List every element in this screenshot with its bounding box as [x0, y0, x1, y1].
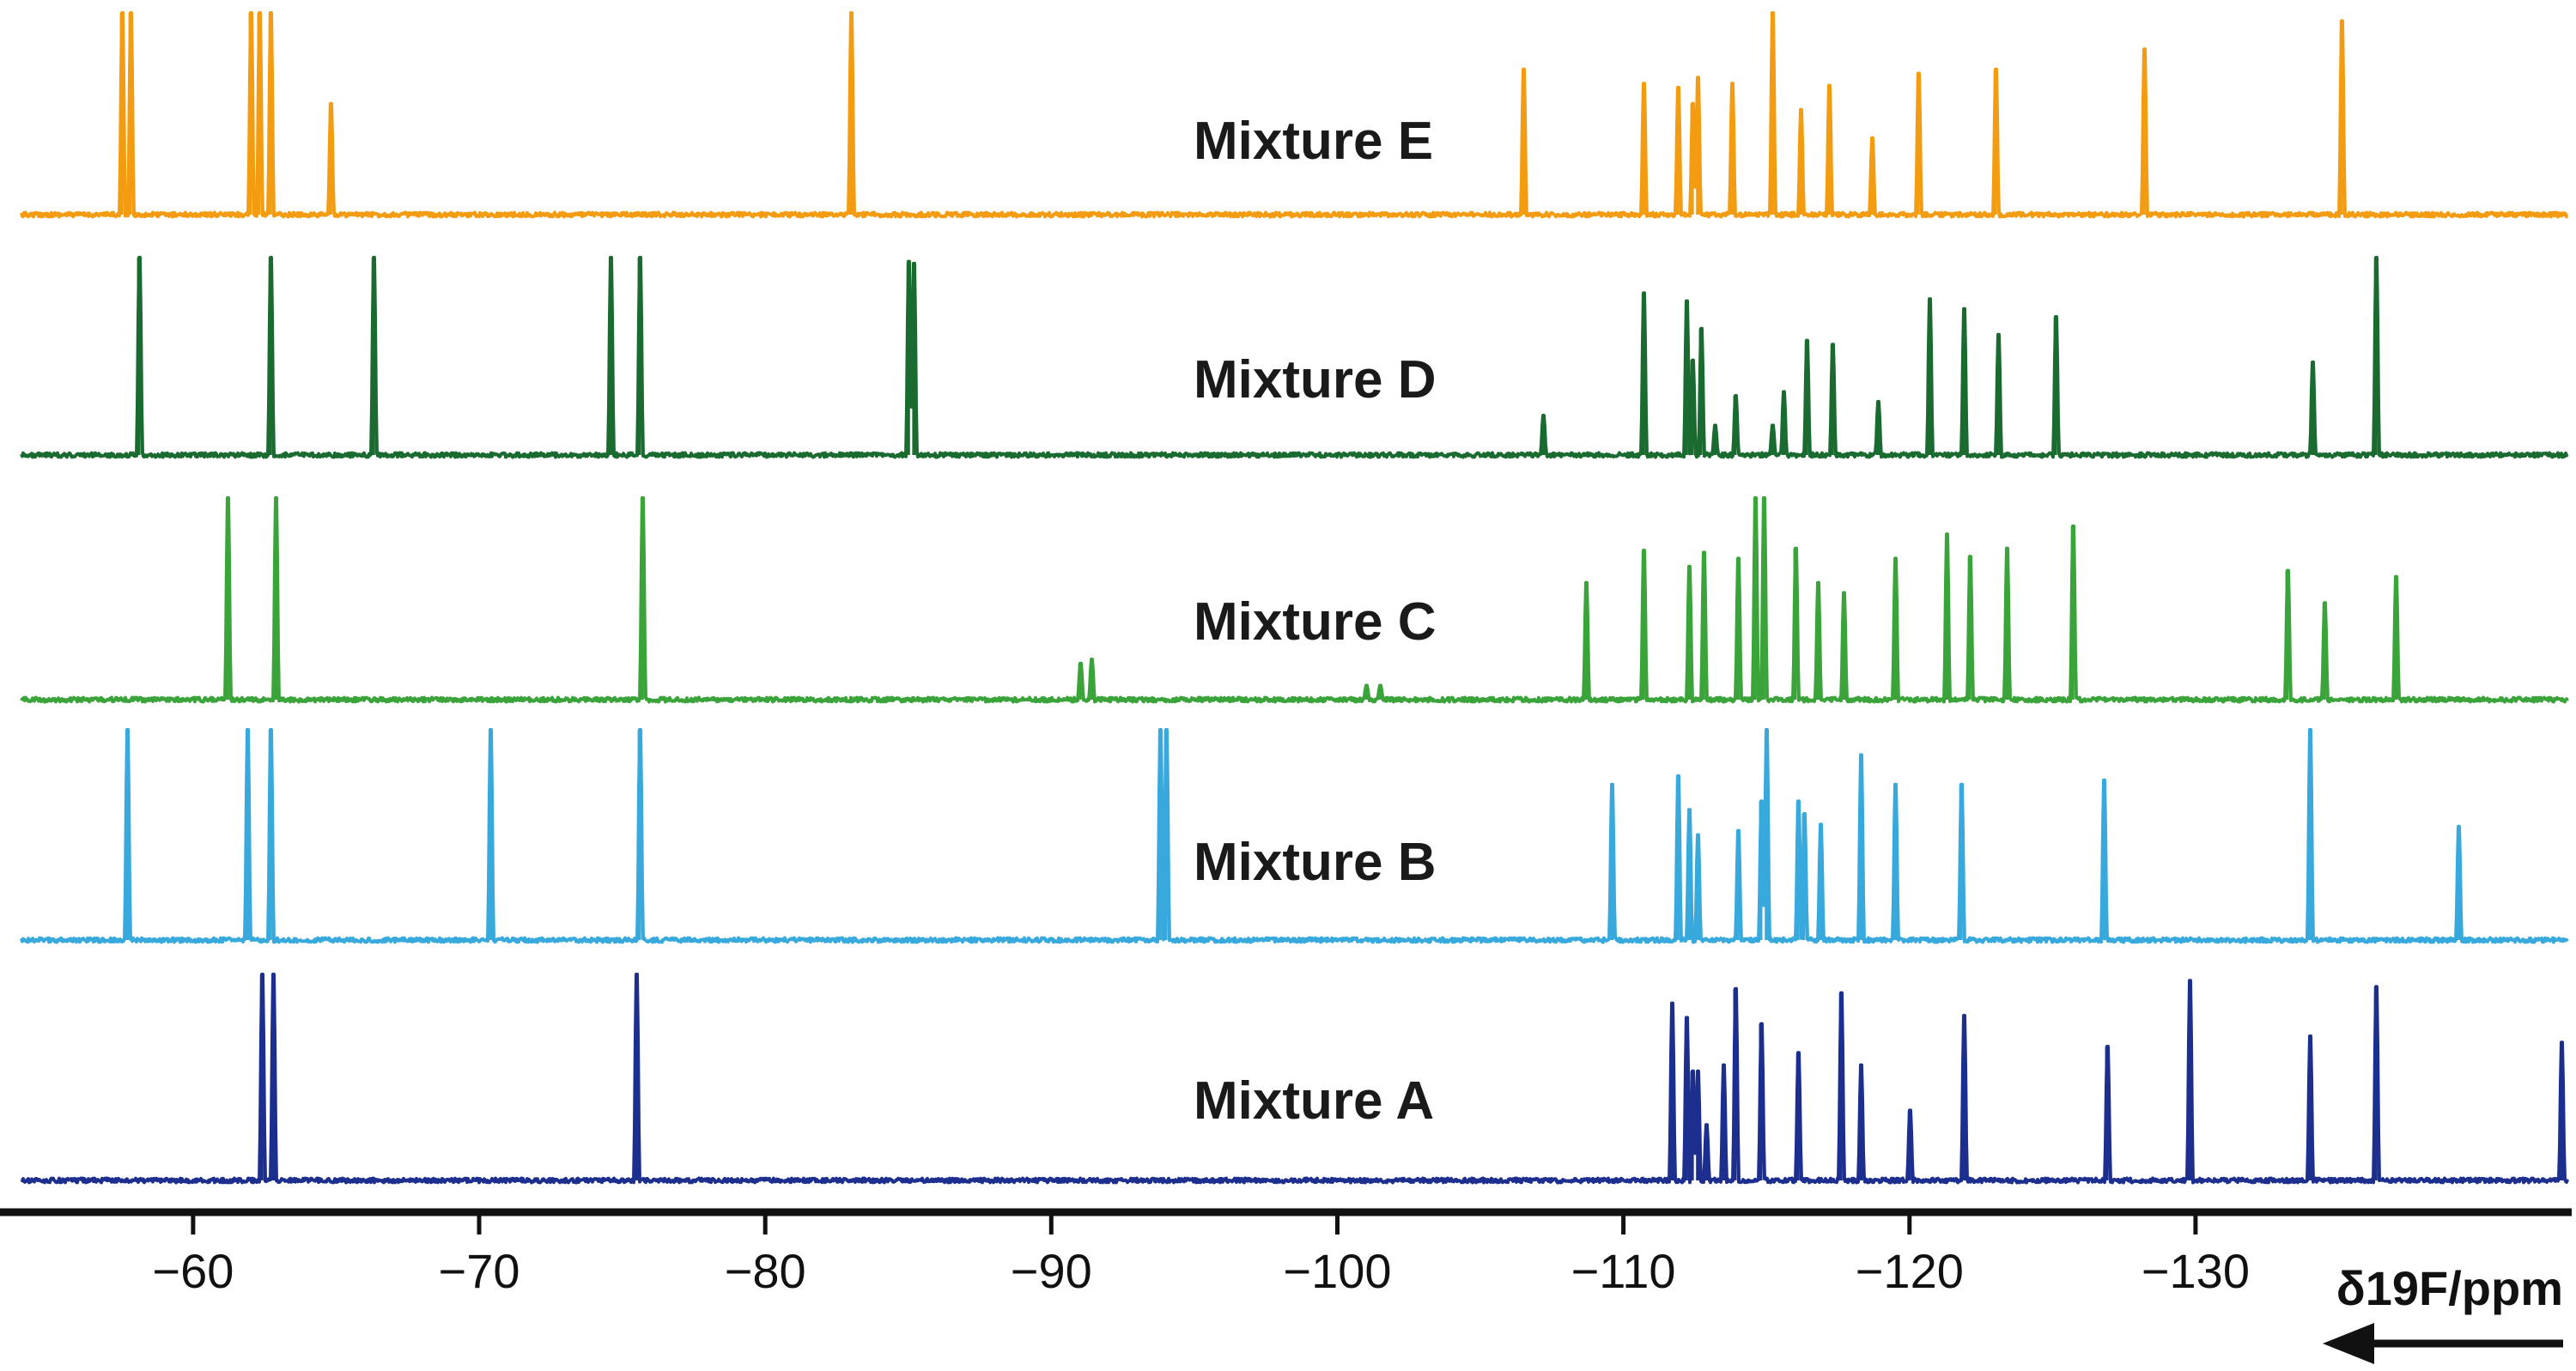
spectrum-line-mixture-b — [20, 728, 2569, 944]
spectrum-line-mixture-a — [20, 973, 2569, 1185]
x-tick-label-1: −70 — [439, 1244, 520, 1298]
series-labels-group: Mixture E Mixture D Mixture C Mixture B Mixt… — [1194, 112, 1436, 1131]
x-tick-label-2: −80 — [725, 1244, 806, 1298]
series-label-mixture-c: Mixture C — [1194, 592, 1436, 652]
series-label-mixture-d: Mixture D — [1194, 350, 1436, 409]
direction-arrow-head-icon — [2323, 1323, 2374, 1364]
spectrum-line-mixture-d — [20, 256, 2569, 459]
x-tick-label-7: −130 — [2142, 1244, 2250, 1298]
x-axis: −60 −70 −80 −90 −100 −110 −120 −130 δ19F/ppm — [0, 1208, 2572, 1364]
series-label-mixture-b: Mixture B — [1194, 833, 1436, 892]
spectra-group — [20, 11, 2569, 1185]
x-tick-label-0: −60 — [152, 1244, 234, 1298]
x-axis-title: δ19F/ppm — [2336, 1261, 2563, 1315]
x-tick-label-6: −120 — [1856, 1244, 1964, 1298]
x-tick-label-5: −110 — [1571, 1244, 1676, 1298]
series-label-mixture-e: Mixture E — [1194, 112, 1433, 171]
spectrum-line-mixture-c — [20, 496, 2569, 704]
x-tick-label-4: −100 — [1283, 1244, 1391, 1298]
x-tick-label-3: −90 — [1011, 1244, 1092, 1298]
series-label-mixture-a: Mixture A — [1194, 1071, 1434, 1131]
